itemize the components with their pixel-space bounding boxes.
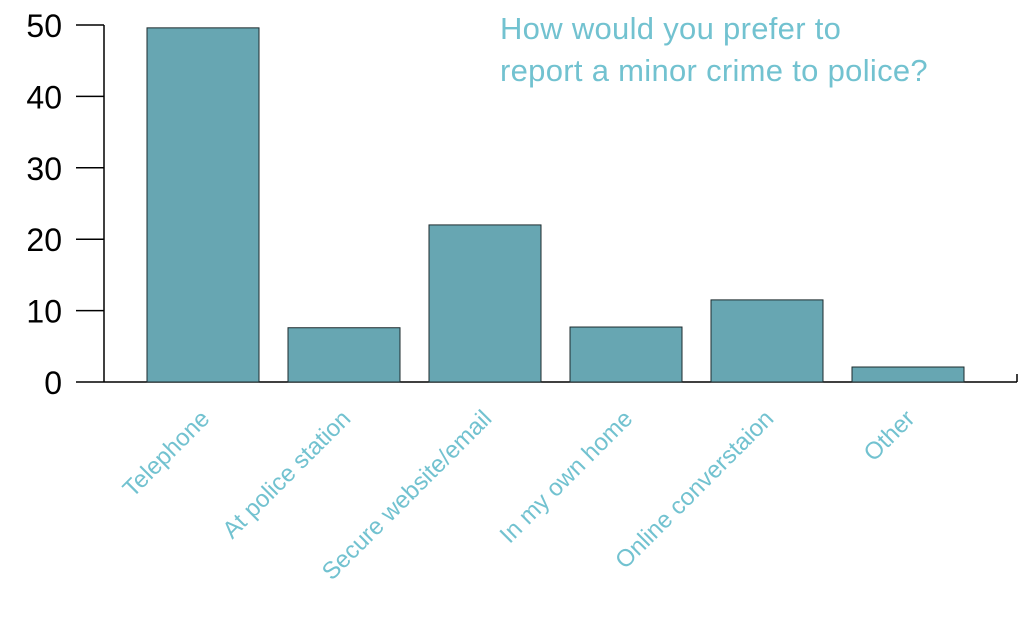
category-label-4: Online converstaion: [610, 405, 779, 574]
y-tick-label-40: 40: [26, 79, 62, 115]
y-tick-label-0: 0: [44, 365, 62, 401]
y-tick-label-30: 30: [26, 151, 62, 187]
category-label-3: In my own home: [495, 405, 639, 549]
chart-title-line-1: How would you prefer to: [500, 11, 842, 46]
bar-5: [851, 366, 965, 383]
category-label-0: Telephone: [118, 405, 215, 502]
y-tick-label-50: 50: [26, 8, 62, 44]
chart-title: How would you prefer to report a minor c…: [500, 8, 928, 92]
chart-title-line-2: report a minor crime to police?: [500, 53, 928, 88]
bar-1: [287, 327, 401, 383]
y-tick-label-10: 10: [26, 294, 62, 330]
bar-2: [428, 224, 542, 383]
bar-4: [710, 299, 824, 383]
category-label-5: Other: [859, 405, 921, 467]
bar-0: [146, 27, 260, 383]
bar-3: [569, 326, 683, 383]
category-label-1: At police station: [217, 405, 356, 544]
y-tick-label-20: 20: [26, 222, 62, 258]
